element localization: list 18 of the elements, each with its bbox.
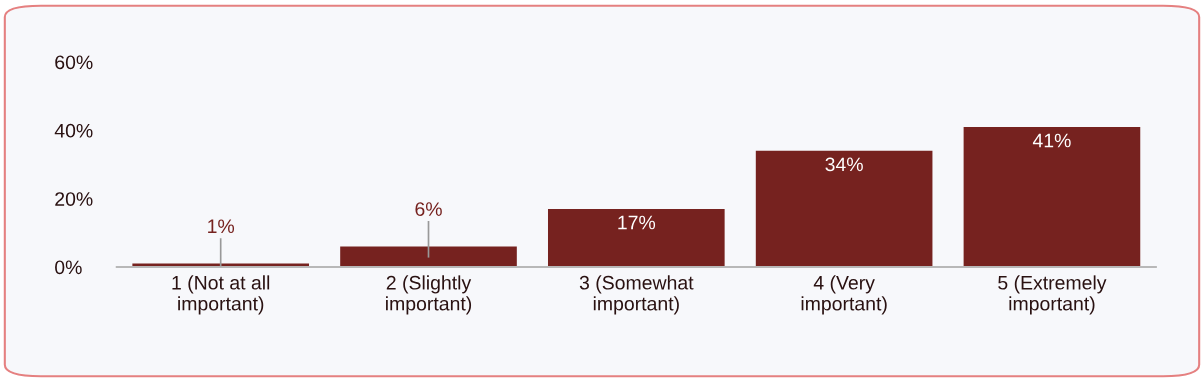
- data-label: 6%: [415, 202, 442, 217]
- bar: [547, 208, 725, 267]
- data-label: 34%: [825, 157, 863, 172]
- y-tick-label: 0%: [55, 260, 82, 275]
- y-tick-label: 40%: [54, 123, 93, 138]
- bar: [963, 126, 1141, 267]
- data-label: 41%: [1032, 133, 1071, 148]
- data-label: 1%: [208, 219, 235, 234]
- x-tick-label: 3 (Somewhat important): [579, 275, 694, 315]
- x-tick-label: 4 (Very important): [801, 275, 887, 315]
- y-tick-label: 60%: [55, 55, 93, 70]
- x-tick-label: 1 (Not at all important): [172, 275, 270, 315]
- bar: [755, 150, 933, 267]
- y-tick-label: 20%: [55, 192, 93, 206]
- x-tick-label: 5 (Extremely important): [998, 275, 1107, 315]
- data-label: 17%: [618, 215, 656, 230]
- x-tick-label: 2 (Slightly important): [386, 275, 472, 315]
- bar: [340, 246, 517, 267]
